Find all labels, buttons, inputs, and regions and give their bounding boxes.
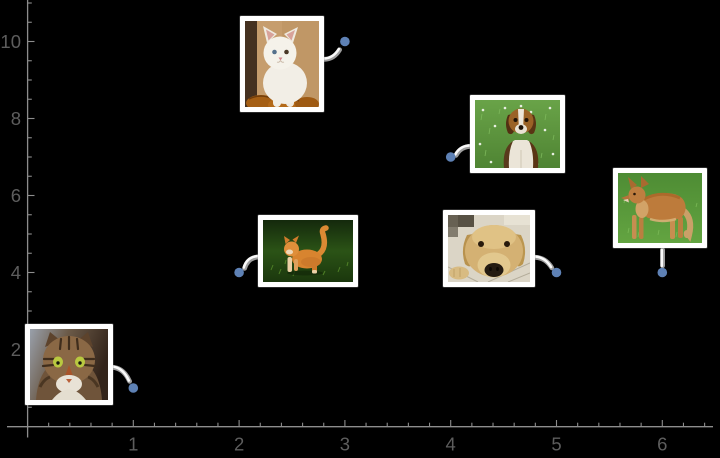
y-tick-label: 6 [11,185,21,206]
callout-connector-orange-cat [242,254,262,271]
beagle-puppy-photo [475,100,560,168]
callout-connector-labrador [532,254,555,271]
x-tick-label: 3 [340,434,350,455]
y-tick-label: 2 [11,339,21,360]
callout-orange-cat [258,215,358,287]
data-point-tan-dog-standing-on-grass [657,267,668,278]
x-tick-label: 4 [446,434,456,455]
callout-labrador [443,210,535,287]
tan-dog-photo [618,173,702,243]
callout-tan-dog [613,168,707,248]
data-point-tabby-cat-portrait [128,383,139,393]
callout-connector-tan-dog [660,247,666,269]
data-point-beagle-puppy-in-grass [445,152,456,162]
orange-cat-photo [263,220,353,282]
callout-connector-beagle [453,143,474,158]
callout-connectors [110,47,666,384]
tabby-cat-photo [30,329,108,400]
callout-white-kitten [240,16,324,112]
callout-beagle-puppy [470,95,565,173]
labrador-photo [448,215,530,282]
x-tick-label: 5 [551,434,561,455]
callout-tabby-cat [25,324,113,405]
x-tick-label: 2 [234,434,244,455]
white-kitten-photo [245,21,319,107]
data-point-orange-cat-on-grass [234,267,244,278]
y-tick-label: 4 [11,262,21,283]
x-tick-label: 6 [657,434,667,455]
callout-connector-white-kitten [321,47,343,62]
y-tick-label: 8 [11,108,21,129]
data-point-yellow-labrador-face [551,267,562,278]
callout-connector-tabby-cat [110,364,133,384]
y-tick-label: 10 [0,31,21,52]
data-point-white-kitten [340,36,350,47]
x-tick-label: 1 [128,434,138,455]
data-points-layer [128,36,668,393]
